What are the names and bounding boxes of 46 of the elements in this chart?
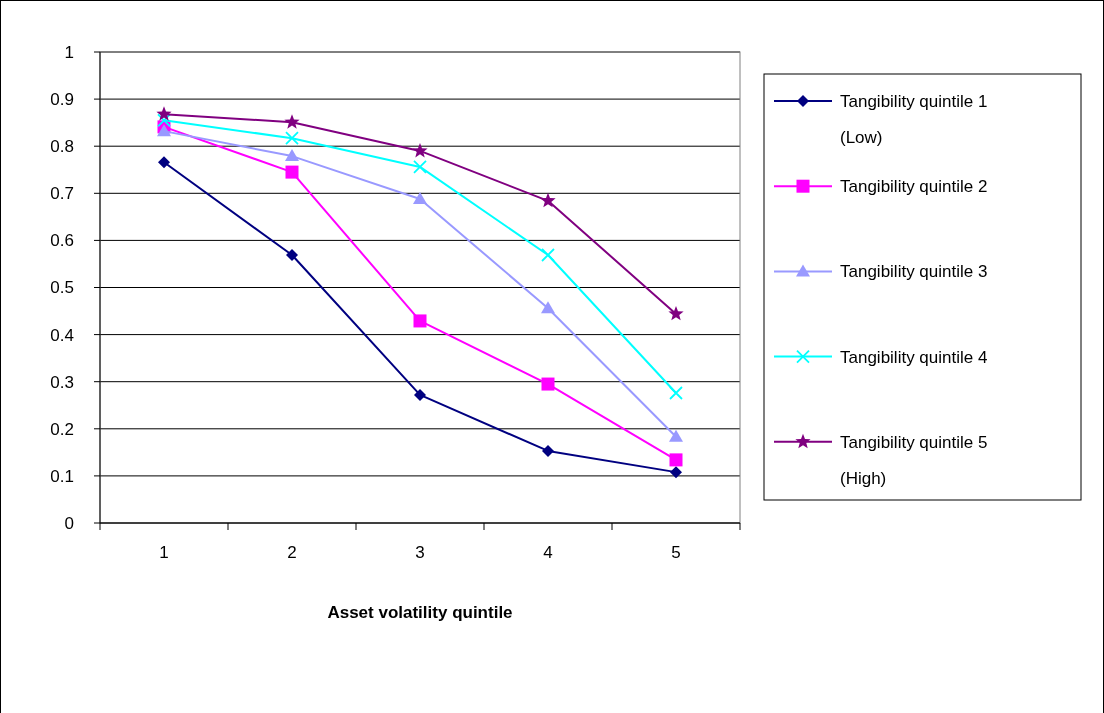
legend-label: Tangibility quintile 2 — [840, 177, 988, 197]
point — [540, 192, 556, 208]
point — [285, 165, 299, 179]
point — [669, 429, 683, 442]
point — [542, 444, 554, 457]
y-tick-label: 0.1 — [50, 466, 74, 486]
y-tick-label: 0.9 — [50, 90, 74, 110]
x-axis-title: Asset volatility quintile — [327, 603, 513, 622]
point — [413, 314, 427, 328]
y-tick-label: 0.2 — [50, 419, 74, 439]
point — [412, 142, 428, 158]
x-tick-label: 1 — [159, 543, 169, 562]
legend-label: Tangibility quintile 1 (Low) — [840, 91, 988, 147]
point — [541, 248, 555, 262]
point — [156, 106, 172, 121]
point — [285, 149, 299, 162]
legend-label: Tangibility quintile 4 — [840, 347, 988, 367]
legend-label: Tangibility quintile 3 — [840, 262, 988, 282]
point — [541, 301, 555, 314]
point — [414, 388, 426, 401]
point — [413, 191, 427, 204]
y-tick-label: 0.3 — [50, 372, 74, 392]
y-tick-label: 0.7 — [50, 184, 74, 204]
point — [669, 386, 683, 400]
y-tick-label: 0.5 — [50, 278, 74, 298]
x-tick-label: 2 — [287, 543, 297, 562]
point — [285, 131, 299, 146]
point — [286, 249, 298, 261]
y-tick-label: 0.4 — [50, 325, 74, 345]
point — [158, 156, 170, 169]
point — [668, 305, 684, 321]
y-tick-label: 0.6 — [50, 231, 74, 251]
x-tick-label: 4 — [543, 543, 553, 562]
point — [413, 160, 427, 174]
x-tick-label: 5 — [671, 543, 681, 562]
point — [541, 377, 555, 391]
point — [284, 114, 300, 129]
y-tick-label: 1 — [64, 42, 74, 62]
y-tick-label: 0 — [64, 513, 74, 533]
point — [157, 113, 171, 128]
x-tick-label: 3 — [415, 543, 425, 562]
point — [157, 124, 171, 137]
point — [669, 453, 683, 467]
y-tick-label: 0.8 — [50, 137, 74, 157]
point — [670, 466, 682, 479]
legend-label: Tangibility quintile 5 (High) — [840, 432, 988, 488]
